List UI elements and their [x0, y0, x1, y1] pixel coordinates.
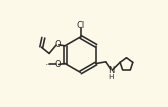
Text: methoxy: methoxy — [45, 64, 52, 65]
Text: O: O — [54, 60, 61, 69]
Text: N: N — [108, 66, 114, 75]
Text: O: O — [54, 40, 61, 49]
Text: H: H — [108, 74, 113, 80]
Text: Cl: Cl — [76, 21, 85, 30]
